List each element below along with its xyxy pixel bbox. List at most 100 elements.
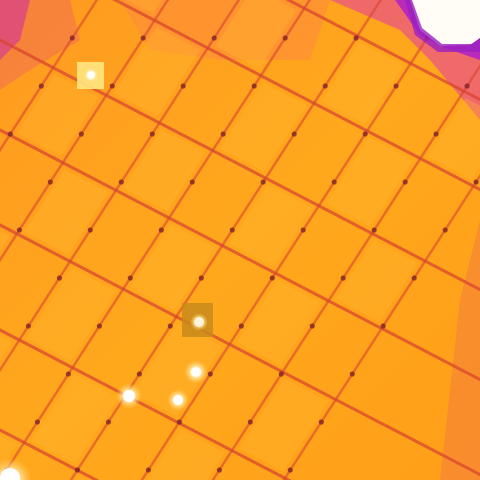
grid-marker: [393, 83, 399, 89]
grid-marker: [287, 467, 293, 473]
panel-tile: [0, 335, 12, 360]
grid-line: [0, 128, 480, 382]
grid-marker: [189, 179, 195, 185]
panel-tile: [220, 82, 307, 172]
grid-marker: [291, 131, 297, 137]
grid-marker: [180, 83, 186, 89]
panel-tile: [215, 0, 297, 69]
cool-region-top: [120, 0, 330, 60]
panel-tile: [77, 477, 85, 480]
panel-tile: [133, 323, 222, 416]
grid-marker: [353, 35, 359, 41]
panel-tile: [17, 74, 99, 156]
grid-marker: [65, 371, 71, 377]
grid-marker: [216, 467, 222, 473]
hot-spot-center: [182, 303, 213, 337]
grid-marker: [56, 275, 63, 281]
grid-marker: [269, 275, 275, 281]
panel-tile: [126, 0, 162, 14]
grid-marker: [207, 371, 213, 377]
grid-marker: [238, 323, 244, 329]
panel-tile: [148, 430, 225, 480]
grid-marker: [105, 419, 111, 425]
grid-marker: [96, 323, 102, 329]
panel-tile: [326, 137, 413, 227]
grid-marker: [442, 227, 448, 233]
grid-marker: [402, 179, 408, 185]
grid-line: [112, 0, 480, 192]
grid-marker: [318, 419, 324, 425]
panel-tile: [31, 374, 118, 464]
grid-marker: [167, 323, 173, 329]
grid-marker: [198, 275, 204, 281]
hot-spot-lower-3: [167, 389, 189, 411]
grid-marker: [340, 275, 346, 281]
panel-tile: [336, 240, 418, 322]
grid-marker: [371, 227, 377, 233]
grid-marker: [7, 131, 13, 137]
grid-marker: [464, 83, 470, 89]
grid-marker: [158, 227, 164, 233]
grid-marker: [16, 227, 22, 233]
grid-marker: [473, 179, 479, 185]
grid-line: [0, 38, 480, 292]
panel-tile: [123, 129, 205, 211]
grid-marker: [433, 131, 439, 137]
grid-marker: [109, 83, 115, 89]
panel-tile: [428, 98, 480, 180]
grid-marker: [25, 323, 31, 329]
panel-tile: [239, 379, 328, 472]
hot-spot-top-right-rim: [405, 0, 480, 52]
hot-spot-bottom-left: [0, 458, 32, 480]
grid-line: [0, 0, 241, 373]
grid-marker: [380, 323, 386, 329]
panel-tile: [321, 42, 403, 124]
grid-marker: [74, 467, 80, 473]
grid-marker: [220, 131, 226, 137]
grid-marker: [260, 179, 266, 185]
grid-line: [0, 328, 292, 480]
grid-marker: [362, 131, 368, 137]
grid-marker: [118, 179, 124, 185]
hot-spot-lower-1: [184, 360, 208, 384]
grid-marker: [247, 419, 253, 425]
hot-spot-top-left: [77, 62, 104, 89]
grid-marker: [87, 227, 93, 233]
grid-marker: [176, 419, 182, 425]
grid-marker: [251, 83, 257, 89]
grid-marker: [211, 35, 217, 41]
grid-line: [0, 428, 100, 480]
grid-marker: [349, 371, 355, 377]
panel-tile: [24, 169, 109, 255]
grid-marker: [136, 371, 142, 377]
grid-marker: [322, 83, 328, 89]
grid-marker: [127, 275, 133, 281]
panel-tile: [237, 280, 321, 365]
panel-tile: [114, 27, 200, 116]
panel-tile: [27, 268, 116, 361]
grid-marker: [145, 467, 151, 473]
grid-marker: [229, 227, 235, 233]
grid-marker: [140, 35, 146, 41]
grid-marker: [411, 275, 417, 281]
grid-marker: [309, 323, 315, 329]
hot-spot-lower-2: [116, 383, 142, 409]
grid-marker: [38, 83, 44, 89]
grid-marker: [331, 179, 337, 185]
panel-tile: [130, 224, 215, 310]
grid-marker: [69, 35, 75, 41]
grid-marker: [149, 131, 155, 137]
panel-tile: [0, 231, 10, 251]
grid-line: [0, 223, 480, 477]
grid-line: [0, 0, 170, 263]
grid-marker: [300, 227, 306, 233]
grid-marker: [34, 419, 41, 425]
grid-marker: [282, 35, 288, 41]
